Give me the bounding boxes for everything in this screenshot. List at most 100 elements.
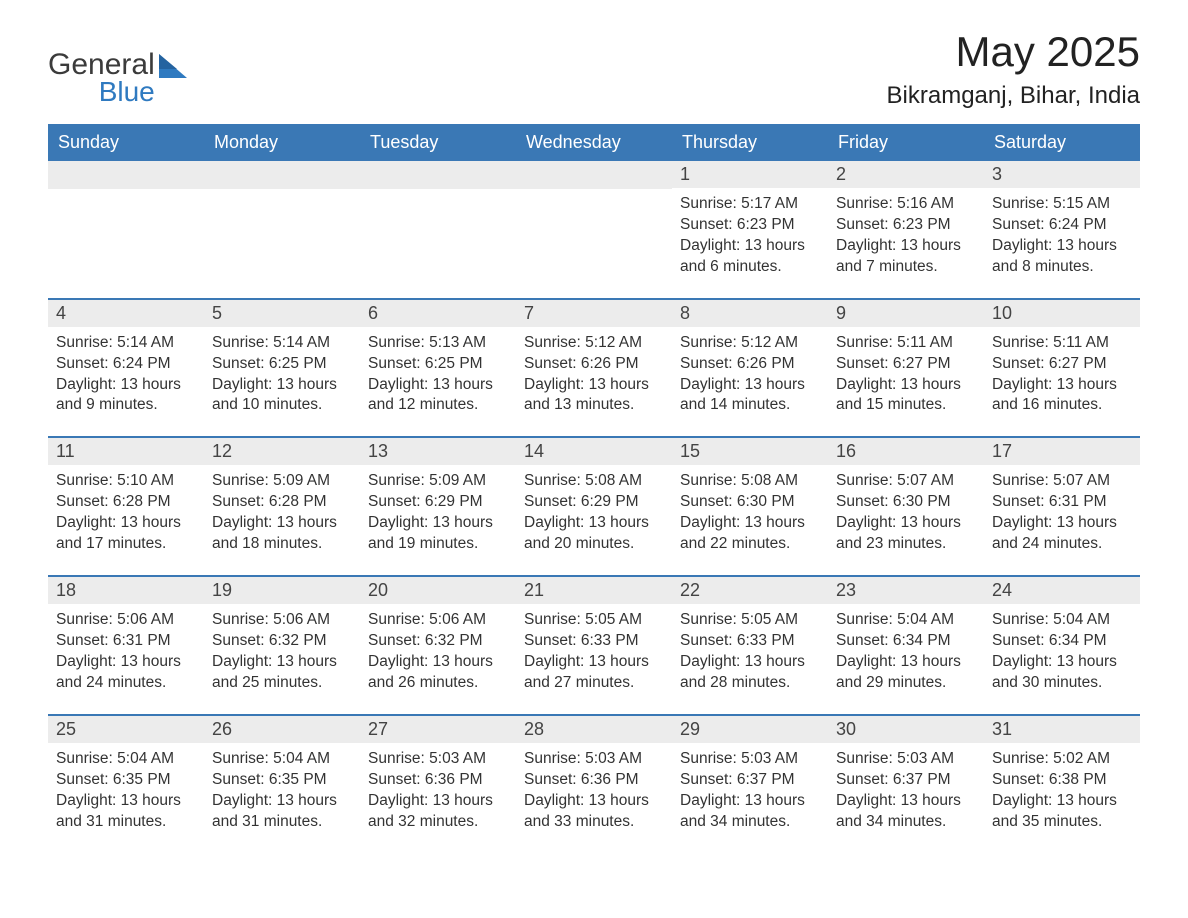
day-content: Sunrise: 5:12 AMSunset: 6:26 PMDaylight:…	[516, 327, 672, 417]
empty-cell	[48, 161, 204, 298]
sunset-text: Sunset: 6:24 PM	[56, 354, 196, 375]
calendar: Sunday Monday Tuesday Wednesday Thursday…	[48, 124, 1140, 852]
day-number-bar: 19	[204, 575, 360, 604]
daylight-text: Daylight: 13 hours and 27 minutes.	[524, 652, 664, 694]
day-content: Sunrise: 5:03 AMSunset: 6:36 PMDaylight:…	[516, 743, 672, 833]
day-content: Sunrise: 5:06 AMSunset: 6:32 PMDaylight:…	[204, 604, 360, 694]
day-cell: 10Sunrise: 5:11 AMSunset: 6:27 PMDayligh…	[984, 298, 1140, 437]
day-content: Sunrise: 5:10 AMSunset: 6:28 PMDaylight:…	[48, 465, 204, 555]
week-row: 11Sunrise: 5:10 AMSunset: 6:28 PMDayligh…	[48, 436, 1140, 575]
day-content: Sunrise: 5:16 AMSunset: 6:23 PMDaylight:…	[828, 188, 984, 278]
day-cell: 5Sunrise: 5:14 AMSunset: 6:25 PMDaylight…	[204, 298, 360, 437]
weekday-label: Sunday	[48, 124, 204, 161]
day-content: Sunrise: 5:11 AMSunset: 6:27 PMDaylight:…	[984, 327, 1140, 417]
day-number-bar	[360, 161, 516, 189]
day-content: Sunrise: 5:09 AMSunset: 6:29 PMDaylight:…	[360, 465, 516, 555]
day-cell: 9Sunrise: 5:11 AMSunset: 6:27 PMDaylight…	[828, 298, 984, 437]
sunset-text: Sunset: 6:26 PM	[680, 354, 820, 375]
day-number-bar: 13	[360, 436, 516, 465]
sunset-text: Sunset: 6:35 PM	[56, 770, 196, 791]
sunset-text: Sunset: 6:29 PM	[368, 492, 508, 513]
day-content: Sunrise: 5:14 AMSunset: 6:25 PMDaylight:…	[204, 327, 360, 417]
day-content: Sunrise: 5:11 AMSunset: 6:27 PMDaylight:…	[828, 327, 984, 417]
day-number-bar: 1	[672, 161, 828, 188]
sunrise-text: Sunrise: 5:06 AM	[212, 610, 352, 631]
sunset-text: Sunset: 6:29 PM	[524, 492, 664, 513]
daylight-text: Daylight: 13 hours and 16 minutes.	[992, 375, 1132, 417]
week-row: 1 Sunrise: 5:17 AMSunset: 6:23 PMDaylight…	[48, 161, 1140, 298]
day-cell: 19Sunrise: 5:06 AMSunset: 6:32 PMDayligh…	[204, 575, 360, 714]
daylight-text: Daylight: 13 hours and 22 minutes.	[680, 513, 820, 555]
day-cell: 4Sunrise: 5:14 AMSunset: 6:24 PMDaylight…	[48, 298, 204, 437]
day-cell: 17Sunrise: 5:07 AMSunset: 6:31 PMDayligh…	[984, 436, 1140, 575]
brand-logo: General Blue	[48, 28, 187, 106]
week-row: 25Sunrise: 5:04 AMSunset: 6:35 PMDayligh…	[48, 714, 1140, 853]
sunset-text: Sunset: 6:30 PM	[680, 492, 820, 513]
daylight-text: Daylight: 13 hours and 26 minutes.	[368, 652, 508, 694]
day-number-bar: 6	[360, 298, 516, 327]
sunset-text: Sunset: 6:23 PM	[680, 215, 820, 236]
daylight-text: Daylight: 13 hours and 32 minutes.	[368, 791, 508, 833]
day-content: Sunrise: 5:07 AMSunset: 6:31 PMDaylight:…	[984, 465, 1140, 555]
sunset-text: Sunset: 6:27 PM	[992, 354, 1132, 375]
sunrise-text: Sunrise: 5:14 AM	[212, 333, 352, 354]
day-cell: 2Sunrise: 5:16 AMSunset: 6:23 PMDaylight…	[828, 161, 984, 298]
sunset-text: Sunset: 6:26 PM	[524, 354, 664, 375]
daylight-text: Daylight: 13 hours and 19 minutes.	[368, 513, 508, 555]
sunrise-text: Sunrise: 5:04 AM	[56, 749, 196, 770]
day-number-bar: 18	[48, 575, 204, 604]
day-cell: 31Sunrise: 5:02 AMSunset: 6:38 PMDayligh…	[984, 714, 1140, 853]
day-cell: 16Sunrise: 5:07 AMSunset: 6:30 PMDayligh…	[828, 436, 984, 575]
day-cell: 28Sunrise: 5:03 AMSunset: 6:36 PMDayligh…	[516, 714, 672, 853]
sunrise-text: Sunrise: 5:07 AM	[992, 471, 1132, 492]
location: Bikramganj, Bihar, India	[887, 82, 1140, 110]
day-number-bar: 7	[516, 298, 672, 327]
day-number-bar: 16	[828, 436, 984, 465]
day-content: Sunrise: 5:14 AMSunset: 6:24 PMDaylight:…	[48, 327, 204, 417]
sunrise-text: Sunrise: 5:11 AM	[836, 333, 976, 354]
sunset-text: Sunset: 6:31 PM	[56, 631, 196, 652]
day-content: Sunrise: 5:04 AMSunset: 6:34 PMDaylight:…	[828, 604, 984, 694]
day-content: Sunrise: 5:08 AMSunset: 6:30 PMDaylight:…	[672, 465, 828, 555]
sunset-text: Sunset: 6:32 PM	[212, 631, 352, 652]
day-number-bar: 31	[984, 714, 1140, 743]
day-number-bar: 11	[48, 436, 204, 465]
day-content: Sunrise: 5:04 AMSunset: 6:35 PMDaylight:…	[48, 743, 204, 833]
day-number-bar: 4	[48, 298, 204, 327]
title-block: May 2025 Bikramganj, Bihar, India	[887, 28, 1140, 110]
brand-text: General Blue	[48, 50, 155, 106]
daylight-text: Daylight: 13 hours and 23 minutes.	[836, 513, 976, 555]
sunset-text: Sunset: 6:36 PM	[368, 770, 508, 791]
sunset-text: Sunset: 6:24 PM	[992, 215, 1132, 236]
day-cell: 15Sunrise: 5:08 AMSunset: 6:30 PMDayligh…	[672, 436, 828, 575]
sunset-text: Sunset: 6:31 PM	[992, 492, 1132, 513]
sunrise-text: Sunrise: 5:03 AM	[368, 749, 508, 770]
day-content: Sunrise: 5:06 AMSunset: 6:31 PMDaylight:…	[48, 604, 204, 694]
daylight-text: Daylight: 13 hours and 6 minutes.	[680, 236, 820, 278]
day-cell: 27Sunrise: 5:03 AMSunset: 6:36 PMDayligh…	[360, 714, 516, 853]
day-number-bar: 23	[828, 575, 984, 604]
weekday-label: Saturday	[984, 124, 1140, 161]
sunrise-text: Sunrise: 5:03 AM	[836, 749, 976, 770]
daylight-text: Daylight: 13 hours and 12 minutes.	[368, 375, 508, 417]
weekday-label: Monday	[204, 124, 360, 161]
weekday-header: Sunday Monday Tuesday Wednesday Thursday…	[48, 124, 1140, 161]
day-content: Sunrise: 5:05 AMSunset: 6:33 PMDaylight:…	[672, 604, 828, 694]
sunrise-text: Sunrise: 5:17 AM	[680, 194, 820, 215]
header: General Blue May 2025 Bikramganj, Bihar,…	[48, 28, 1140, 110]
sunrise-text: Sunrise: 5:08 AM	[524, 471, 664, 492]
sunrise-text: Sunrise: 5:04 AM	[836, 610, 976, 631]
sunset-text: Sunset: 6:38 PM	[992, 770, 1132, 791]
sunset-text: Sunset: 6:25 PM	[368, 354, 508, 375]
day-number-bar: 26	[204, 714, 360, 743]
day-cell: 6Sunrise: 5:13 AMSunset: 6:25 PMDaylight…	[360, 298, 516, 437]
daylight-text: Daylight: 13 hours and 35 minutes.	[992, 791, 1132, 833]
day-content: Sunrise: 5:12 AMSunset: 6:26 PMDaylight:…	[672, 327, 828, 417]
day-content: Sunrise: 5:09 AMSunset: 6:28 PMDaylight:…	[204, 465, 360, 555]
daylight-text: Daylight: 13 hours and 28 minutes.	[680, 652, 820, 694]
weekday-label: Wednesday	[516, 124, 672, 161]
sunset-text: Sunset: 6:30 PM	[836, 492, 976, 513]
week-row: 18Sunrise: 5:06 AMSunset: 6:31 PMDayligh…	[48, 575, 1140, 714]
day-number-bar: 25	[48, 714, 204, 743]
day-cell: 12Sunrise: 5:09 AMSunset: 6:28 PMDayligh…	[204, 436, 360, 575]
